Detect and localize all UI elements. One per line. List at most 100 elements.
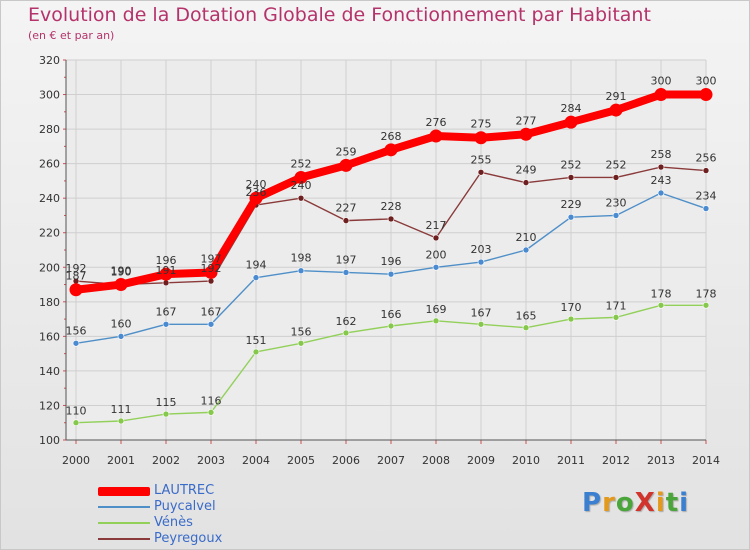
x-tick-label: 2012	[602, 454, 630, 467]
logo-letter: r	[602, 488, 616, 518]
data-point	[252, 274, 260, 281]
data-point	[522, 246, 530, 254]
data-label: 192	[201, 262, 222, 275]
legend-swatch-puycalvel	[98, 506, 150, 508]
data-label: 194	[246, 259, 267, 272]
data-point	[477, 320, 485, 328]
data-point	[69, 283, 83, 297]
data-label: 197	[201, 252, 222, 265]
x-tick-label: 2008	[422, 454, 450, 467]
data-label: 151	[246, 334, 267, 347]
y-tick-label: 220	[39, 227, 60, 240]
y-tick-label: 260	[39, 158, 60, 171]
legend-swatch-lautrec	[98, 487, 150, 496]
legend-label-peyregoux: Peyregoux	[154, 531, 223, 546]
data-point	[702, 205, 710, 212]
legend-label-venes: Vénès	[154, 515, 193, 530]
data-point	[117, 417, 125, 425]
data-point	[294, 170, 308, 184]
data-point	[342, 217, 350, 224]
data-label: 230	[606, 196, 627, 209]
data-label: 191	[156, 264, 177, 277]
data-label: 162	[336, 315, 357, 328]
data-label: 110	[66, 405, 87, 418]
x-tick-label: 2010	[512, 454, 540, 467]
data-point	[477, 258, 485, 266]
x-tick-label: 2007	[377, 454, 405, 467]
y-tick-label: 180	[39, 296, 60, 309]
data-label: 228	[381, 200, 402, 213]
data-point	[699, 88, 713, 102]
data-point	[72, 419, 80, 427]
y-tick-label: 100	[39, 434, 60, 447]
proxiti-logo[interactable]: ProXiti	[582, 488, 689, 518]
data-label: 190	[111, 265, 132, 278]
data-point	[429, 129, 443, 143]
data-label: 165	[516, 310, 537, 323]
data-label: 284	[561, 102, 582, 115]
data-label: 178	[651, 287, 672, 300]
data-label: 300	[696, 75, 717, 88]
data-label: 200	[426, 248, 447, 261]
data-label: 252	[606, 158, 627, 171]
series	[69, 88, 713, 427]
data-label: 167	[156, 305, 177, 318]
y-tick-label: 120	[39, 399, 60, 412]
y-tick-label: 240	[39, 192, 60, 205]
x-tick-label: 2009	[467, 454, 495, 467]
data-label: 255	[471, 153, 492, 166]
y-tick-label: 320	[39, 54, 60, 67]
data-label: 167	[201, 305, 222, 318]
data-point	[522, 179, 530, 186]
data-label: 115	[156, 396, 177, 409]
data-point	[342, 329, 350, 337]
data-label: 229	[561, 198, 582, 211]
data-point	[609, 103, 623, 117]
data-point	[207, 320, 215, 328]
x-tick-label: 2004	[242, 454, 270, 467]
data-point	[72, 339, 80, 347]
data-label: 268	[381, 130, 402, 143]
data-point	[477, 168, 485, 176]
data-point	[612, 174, 620, 181]
data-label: 236	[246, 186, 267, 199]
x-tick-label: 2001	[107, 454, 135, 467]
data-label: 166	[381, 308, 402, 321]
chart-subtitle: (en € et par an)	[28, 29, 115, 42]
data-point	[339, 158, 353, 172]
data-point	[519, 127, 533, 141]
data-point	[297, 194, 305, 202]
data-point	[387, 322, 395, 330]
data-label: 252	[561, 158, 582, 171]
data-label: 240	[246, 178, 267, 191]
y-tick-label: 200	[39, 261, 60, 274]
chart-title: Evolution de la Dotation Globale de Fonc…	[28, 4, 651, 26]
data-point	[297, 339, 305, 347]
x-tick-label: 2014	[692, 454, 720, 467]
data-label: 227	[336, 202, 357, 215]
data-point	[204, 265, 218, 279]
data-point	[612, 314, 620, 321]
data-point	[432, 317, 440, 325]
data-label: 203	[471, 243, 492, 256]
x-tick-label: 2013	[647, 454, 675, 467]
data-label: 187	[66, 270, 87, 283]
data-point	[162, 279, 170, 287]
x-tick-label: 2000	[62, 454, 90, 467]
data-point	[474, 131, 488, 145]
legend-swatch-peyregoux	[98, 538, 150, 540]
legend-label-puycalvel: Puycalvel	[154, 499, 216, 514]
y-tick-label: 300	[39, 89, 60, 102]
data-label: 156	[291, 325, 312, 338]
data-point	[654, 88, 668, 102]
data-point	[297, 267, 305, 275]
data-label: 243	[651, 174, 672, 187]
logo-letter: t	[665, 488, 680, 518]
data-label: 275	[471, 118, 492, 131]
data-point	[159, 267, 173, 281]
data-label: 198	[291, 252, 312, 265]
data-label: 160	[111, 317, 132, 330]
logo-letter: i	[679, 488, 690, 518]
data-label: 116	[201, 394, 222, 407]
data-label: 300	[651, 75, 672, 88]
